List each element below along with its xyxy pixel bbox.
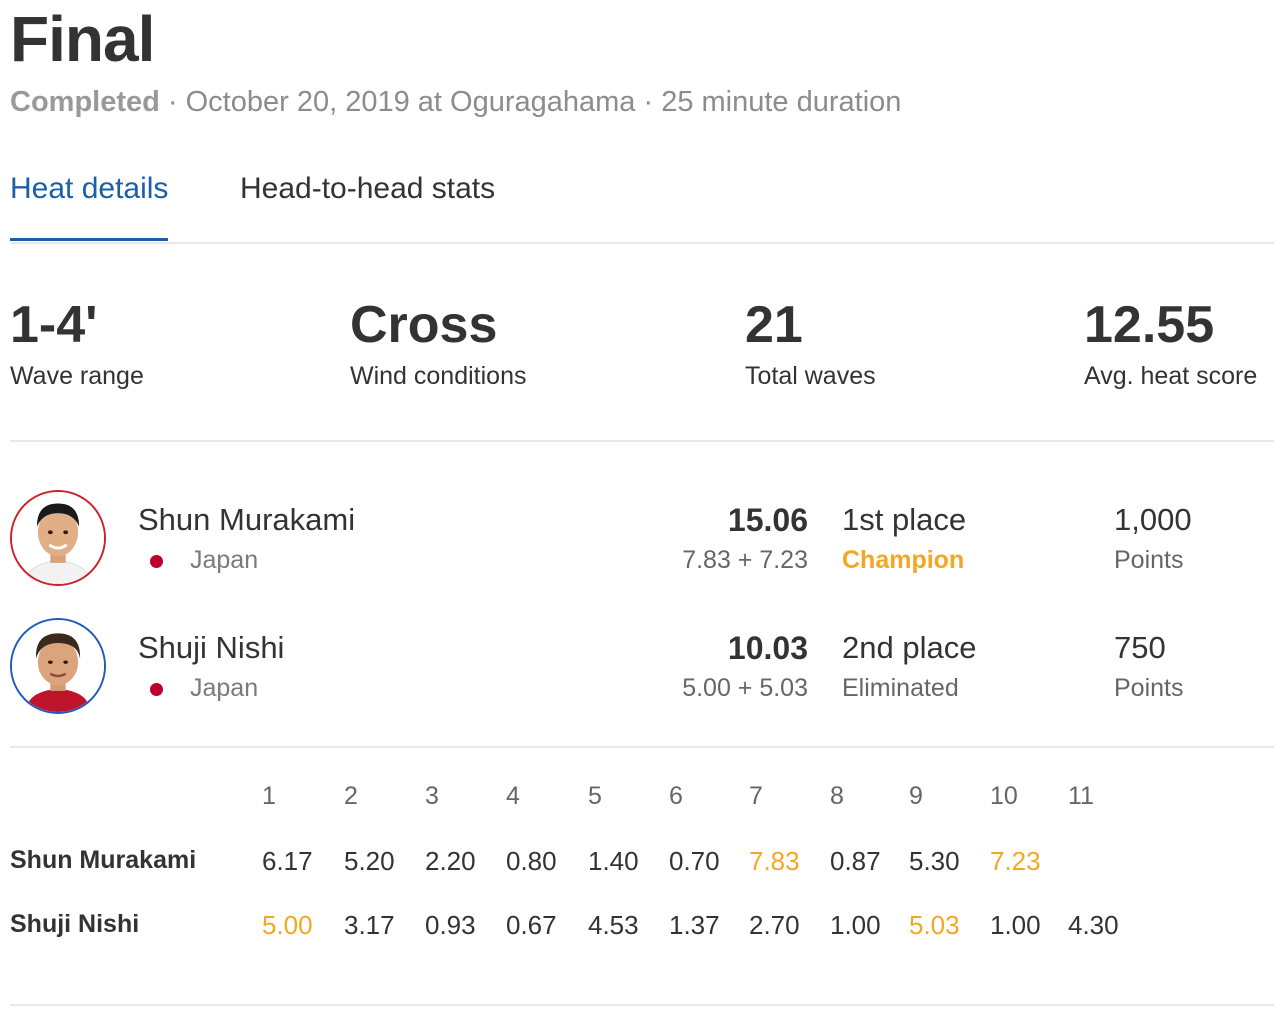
active-tab-indicator <box>10 238 169 241</box>
wave-score: 5.30 <box>909 846 960 876</box>
wave-score-counted: 7.83 <box>749 846 800 876</box>
wave-score-counted: 7.23 <box>990 846 1041 876</box>
surfer-portrait-icon <box>12 492 104 584</box>
tab-head-to-head-stats[interactable]: Head-to-head stats <box>240 172 495 206</box>
wave-score: 3.17 <box>344 910 395 940</box>
competitor-name[interactable]: Shun Murakami <box>138 502 356 537</box>
competitor-row[interactable]: Shun Murakami Japan 15.06 7.83 + 7.23 1s… <box>10 470 1274 586</box>
stat-label: Wave range <box>10 362 144 390</box>
stat-value: 1-4' <box>10 296 98 354</box>
wave-scores-row: Shuji Nishi 5.00 3.17 0.93 0.67 4.53 1.3… <box>10 910 1274 950</box>
wave-number: 7 <box>749 782 763 810</box>
wave-scores-row: Shun Murakami 6.17 5.20 2.20 0.80 1.40 0… <box>10 846 1274 886</box>
competitor-country: Japan <box>190 674 259 702</box>
finish-place: 1st place <box>842 502 967 537</box>
points-value: 750 <box>1114 630 1166 665</box>
stat-avg-heat-score: 12.55 Avg. heat score <box>1084 290 1257 391</box>
japan-flag-icon <box>150 683 163 696</box>
wave-number: 1 <box>262 782 276 810</box>
heat-subtitle: Completed · October 20, 2019 at Oguragah… <box>10 86 901 119</box>
page-title: Final <box>10 3 155 75</box>
stat-label: Total waves <box>745 362 876 390</box>
wave-number: 3 <box>425 782 439 810</box>
avatar[interactable] <box>10 490 106 586</box>
best-waves-sum: 7.83 + 7.23 <box>682 546 808 574</box>
wave-number: 5 <box>588 782 602 810</box>
competitor-name[interactable]: Shuji Nishi <box>138 630 285 665</box>
stat-wave-range: 1-4' Wave range <box>10 290 144 391</box>
wave-score-counted: 5.00 <box>262 910 313 940</box>
stat-wind-conditions: Cross Wind conditions <box>350 290 526 391</box>
wave-score: 5.20 <box>344 846 395 876</box>
heat-stats: 1-4' Wave range Cross Wind conditions 21… <box>10 290 1274 442</box>
wave-number: 9 <box>909 782 923 810</box>
stat-label: Wind conditions <box>350 362 527 390</box>
wave-score: 0.87 <box>830 846 881 876</box>
stat-label: Avg. heat score <box>1084 362 1258 390</box>
heat-status: Completed <box>10 86 160 118</box>
points-value: 1,000 <box>1114 502 1192 537</box>
avatar[interactable] <box>10 618 106 714</box>
wave-number: 6 <box>669 782 683 810</box>
stat-value: 12.55 <box>1084 296 1215 354</box>
tab-heat-details-label: Heat details <box>10 172 169 205</box>
wave-score: 0.67 <box>506 910 557 940</box>
wave-score: 0.80 <box>506 846 557 876</box>
wave-number: 11 <box>1068 782 1094 810</box>
wave-score: 0.70 <box>669 846 720 876</box>
wave-score: 6.17 <box>262 846 313 876</box>
best-waves-sum: 5.00 + 5.03 <box>682 674 808 702</box>
surfer-portrait-icon <box>12 620 104 712</box>
wave-number: 10 <box>990 782 1018 810</box>
competitor-list: Shun Murakami Japan 15.06 7.83 + 7.23 1s… <box>10 470 1274 748</box>
stat-value: 21 <box>745 296 803 354</box>
points-label: Points <box>1114 546 1184 574</box>
wave-number-header: 1 2 3 4 5 6 7 8 9 10 11 <box>10 782 1274 822</box>
competitor-row[interactable]: Shuji Nishi Japan 10.03 5.00 + 5.03 2nd … <box>10 598 1274 714</box>
heat-total-score: 15.06 <box>727 502 808 538</box>
heat-details: · October 20, 2019 at Oguragahama · 25 m… <box>167 86 902 118</box>
wave-number: 2 <box>344 782 358 810</box>
row-surfer-name: Shun Murakami <box>10 846 197 874</box>
wave-number: 8 <box>830 782 844 810</box>
wave-score-counted: 5.03 <box>909 910 960 940</box>
wave-score: 4.30 <box>1068 910 1119 940</box>
row-surfer-name: Shuji Nishi <box>10 910 140 938</box>
wave-scores-table: 1 2 3 4 5 6 7 8 9 10 11 Shun Murakami 6.… <box>10 776 1274 1006</box>
stat-value: Cross <box>350 296 498 354</box>
finish-place: 2nd place <box>842 630 977 665</box>
result-badge: Eliminated <box>842 674 959 702</box>
heat-total-score: 10.03 <box>727 630 808 666</box>
wave-score: 0.93 <box>425 910 476 940</box>
wave-score: 2.20 <box>425 846 476 876</box>
wave-score: 4.53 <box>588 910 639 940</box>
competitor-country: Japan <box>190 546 259 574</box>
tab-head-to-head-label: Head-to-head stats <box>240 172 496 205</box>
stat-total-waves: 21 Total waves <box>745 290 876 391</box>
japan-flag-icon <box>150 555 163 568</box>
wave-score: 1.00 <box>830 910 881 940</box>
wave-score: 1.37 <box>669 910 720 940</box>
tab-heat-details[interactable]: Heat details <box>10 172 169 241</box>
wave-score: 1.00 <box>990 910 1041 940</box>
wave-number: 4 <box>506 782 520 810</box>
wave-score: 2.70 <box>749 910 800 940</box>
wave-score: 1.40 <box>588 846 639 876</box>
result-badge: Champion <box>842 546 965 574</box>
tab-bar: Heat details Head-to-head stats <box>10 168 1274 244</box>
points-label: Points <box>1114 674 1184 702</box>
